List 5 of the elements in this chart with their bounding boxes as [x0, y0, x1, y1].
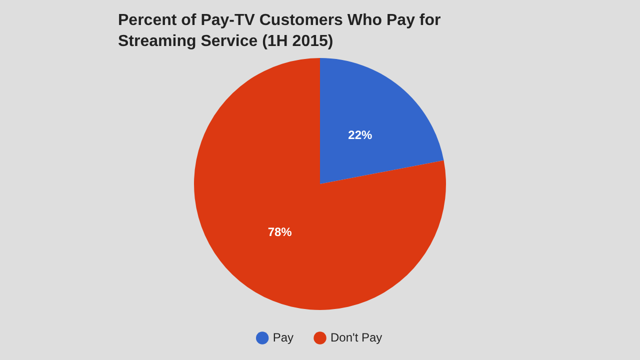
- chart-title: Percent of Pay-TV Customers Who Pay for Streaming Service (1H 2015): [118, 11, 442, 52]
- data-label: 22%: [348, 128, 372, 142]
- data-label: 78%: [268, 224, 292, 239]
- legend-label: Pay: [272, 330, 294, 344]
- legend-label: Don't Pay: [330, 330, 382, 344]
